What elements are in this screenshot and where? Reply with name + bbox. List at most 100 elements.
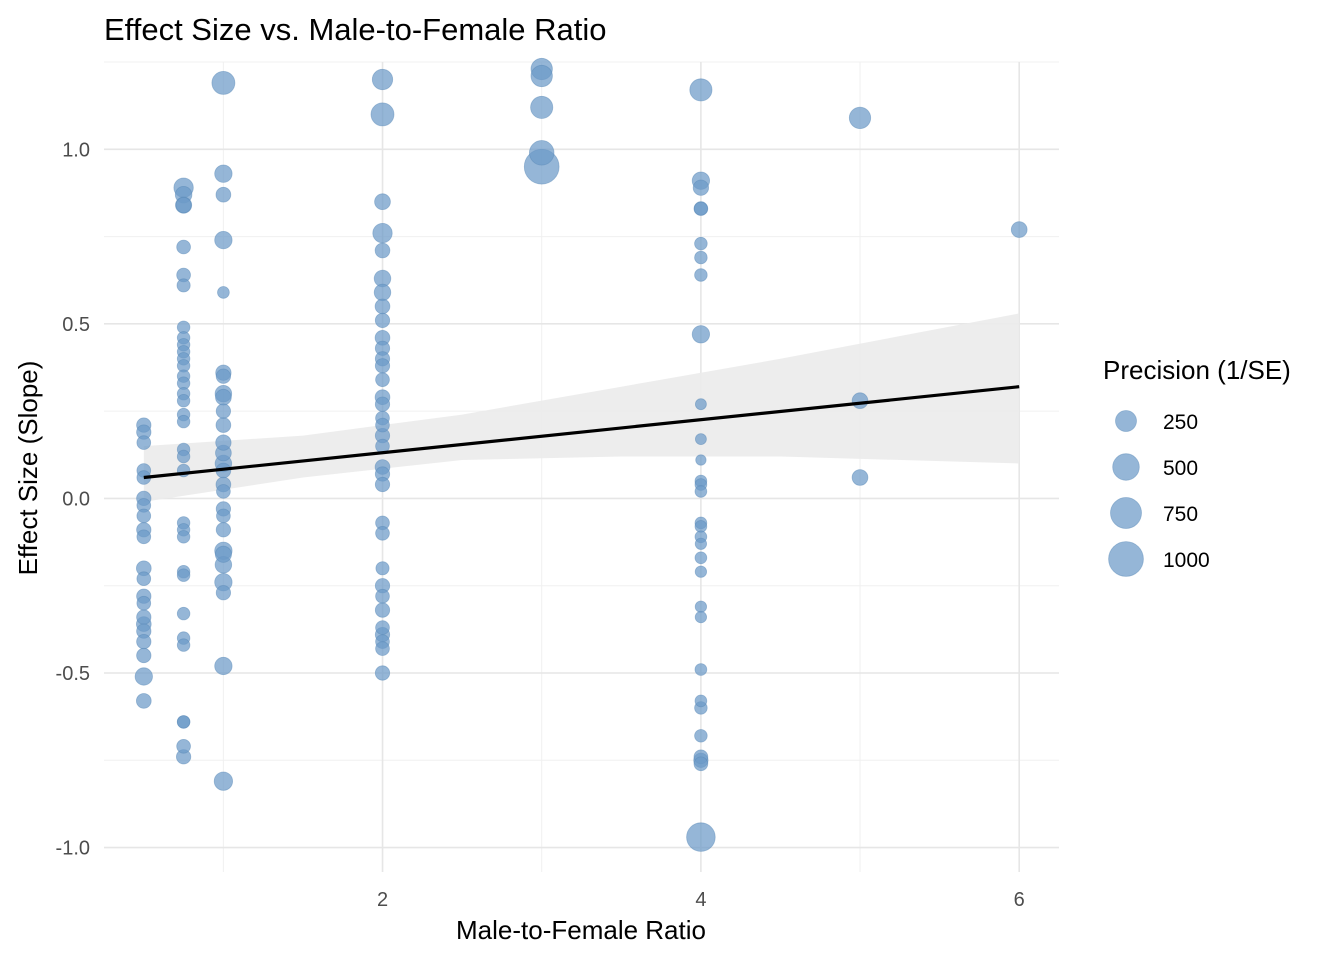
data-point xyxy=(213,771,233,791)
data-point xyxy=(215,403,231,419)
data-point xyxy=(695,454,707,466)
data-point xyxy=(686,822,716,852)
legend-key xyxy=(1110,497,1142,529)
data-point xyxy=(215,186,232,203)
chart-title: Effect Size vs. Male-to-Female Ratio xyxy=(104,12,607,47)
data-point xyxy=(136,647,152,664)
data-point xyxy=(374,298,391,315)
data-point xyxy=(694,250,708,265)
data-point xyxy=(694,551,708,565)
data-point xyxy=(530,64,553,88)
data-point xyxy=(851,392,869,410)
y-tick-label: 1.0 xyxy=(62,139,90,161)
data-point xyxy=(692,179,710,196)
data-point xyxy=(375,525,390,541)
data-point xyxy=(694,236,708,251)
size-legend: Precision (1/SE) 250 500 750 1000 xyxy=(1103,355,1291,577)
legend-label: 750 xyxy=(1163,503,1198,526)
data-point xyxy=(176,278,191,293)
fit-line-layer xyxy=(143,385,1020,480)
points-layer xyxy=(134,57,1028,852)
data-point xyxy=(176,715,191,729)
data-point xyxy=(176,738,191,754)
data-point xyxy=(694,268,708,282)
data-point xyxy=(176,606,191,621)
data-point xyxy=(848,106,872,130)
data-point xyxy=(694,663,708,676)
data-point xyxy=(176,394,191,408)
data-point xyxy=(695,398,707,411)
data-point xyxy=(694,485,708,498)
data-point xyxy=(216,484,231,499)
x-axis-title: Male-to-Female Ratio xyxy=(456,915,706,945)
data-point xyxy=(176,530,191,544)
data-point xyxy=(375,417,390,433)
data-point xyxy=(176,414,191,429)
y-tick-label: -1.0 xyxy=(56,838,90,860)
data-point xyxy=(136,693,152,709)
data-point xyxy=(691,325,711,344)
data-point xyxy=(211,71,236,95)
legend-label: 250 xyxy=(1163,411,1198,434)
data-point xyxy=(136,609,152,625)
data-point xyxy=(214,231,233,250)
data-point xyxy=(370,102,395,127)
data-point xyxy=(373,283,392,302)
data-point xyxy=(693,201,708,216)
data-point xyxy=(530,95,554,119)
fit-line xyxy=(143,385,1020,480)
data-point xyxy=(371,68,394,91)
data-point xyxy=(215,522,231,538)
legend-key xyxy=(1108,541,1144,577)
data-point xyxy=(176,568,191,582)
data-point xyxy=(374,242,391,259)
data-point xyxy=(136,435,152,450)
confidence-ribbon xyxy=(143,313,1020,502)
x-tick-label: 6 xyxy=(1014,889,1025,911)
data-point xyxy=(375,588,390,604)
legend-label: 1000 xyxy=(1163,549,1210,572)
data-point xyxy=(694,565,708,578)
tick-labels: 2 4 6 -1.0 -0.5 0.0 0.5 1.0 xyxy=(56,139,1025,911)
data-point xyxy=(374,193,391,211)
data-point xyxy=(136,633,152,650)
data-point xyxy=(215,417,232,433)
data-point xyxy=(175,197,192,214)
data-point xyxy=(176,239,191,255)
data-point xyxy=(694,729,708,743)
data-point xyxy=(216,508,231,524)
data-point xyxy=(136,529,152,545)
data-point xyxy=(375,641,390,656)
data-point xyxy=(176,638,191,652)
data-point xyxy=(134,667,153,686)
y-tick-label: 0.5 xyxy=(62,314,90,336)
x-tick-label: 4 xyxy=(695,889,706,911)
data-point xyxy=(694,537,708,550)
data-point xyxy=(215,368,231,384)
data-point xyxy=(1010,221,1028,238)
data-point xyxy=(215,434,232,451)
x-tick-label: 2 xyxy=(377,889,388,911)
data-point xyxy=(374,665,391,681)
y-tick-label: 0.0 xyxy=(62,488,90,510)
legend-key xyxy=(1112,453,1140,481)
data-point xyxy=(136,595,152,611)
data-point xyxy=(695,433,707,446)
data-point xyxy=(176,449,191,464)
data-point xyxy=(214,656,233,676)
data-point xyxy=(694,600,708,613)
data-point xyxy=(374,602,391,618)
data-point xyxy=(694,694,708,708)
data-point xyxy=(374,396,391,412)
data-point xyxy=(372,223,393,244)
confidence-ribbon-layer xyxy=(143,313,1020,502)
data-point xyxy=(374,476,391,493)
data-point xyxy=(215,388,232,406)
data-point xyxy=(136,508,152,524)
legend-key xyxy=(1115,410,1137,432)
data-point xyxy=(375,620,390,635)
data-point xyxy=(215,585,231,601)
y-tick-label: -0.5 xyxy=(56,663,90,685)
data-point xyxy=(136,571,152,586)
data-point xyxy=(693,756,709,772)
